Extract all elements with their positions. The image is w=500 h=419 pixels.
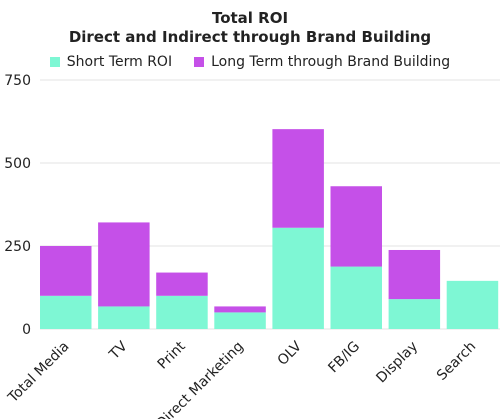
y-tick-label: 500 (4, 156, 31, 172)
bar-short-term (98, 306, 150, 329)
y-tick-label: 0 (22, 322, 31, 338)
legend-swatch-long-term (194, 57, 205, 67)
legend-swatch-short-term (49, 57, 60, 67)
legend-item-short-term: Short Term ROI (49, 54, 173, 70)
bars (40, 129, 499, 329)
legend: Short Term ROI Long Term through Brand B… (0, 52, 500, 72)
bar-short-term (40, 295, 92, 329)
y-tick-label: 750 (4, 73, 31, 89)
x-tick-label: Display (373, 339, 421, 387)
x-tick-label: TV (106, 338, 131, 363)
bar-short-term (388, 299, 441, 329)
legend-label-long-term: Long Term through Brand Building (211, 54, 451, 70)
x-tick-label: Search (434, 339, 479, 384)
x-tick-label: Total Media (5, 339, 73, 407)
y-tick-label: 250 (4, 239, 31, 255)
bar-short-term (156, 295, 208, 329)
bar-long-term (330, 186, 382, 267)
bar-long-term (40, 246, 92, 296)
x-tick-label: OLV (275, 338, 306, 369)
x-tick-label: FB/IG (325, 339, 363, 377)
bar-long-term (214, 306, 266, 313)
bar-short-term (214, 312, 266, 329)
bar-long-term (98, 222, 150, 307)
bar-short-term (330, 266, 382, 329)
legend-label-short-term: Short Term ROI (66, 54, 173, 70)
legend-item-long-term: Long Term through Brand Building (194, 54, 450, 70)
x-tick-label: Print (155, 338, 189, 372)
bar-long-term (388, 249, 441, 300)
bar-long-term (156, 272, 208, 296)
chart-subtitle: Direct and Indirect through Brand Buildi… (68, 28, 432, 46)
y-axis-ticks: 0 250 500 750 (4, 73, 31, 338)
bar-short-term (446, 280, 499, 329)
bar-short-term (272, 227, 324, 329)
chart-title: Total ROI (211, 9, 289, 27)
bar-long-term (272, 129, 324, 228)
